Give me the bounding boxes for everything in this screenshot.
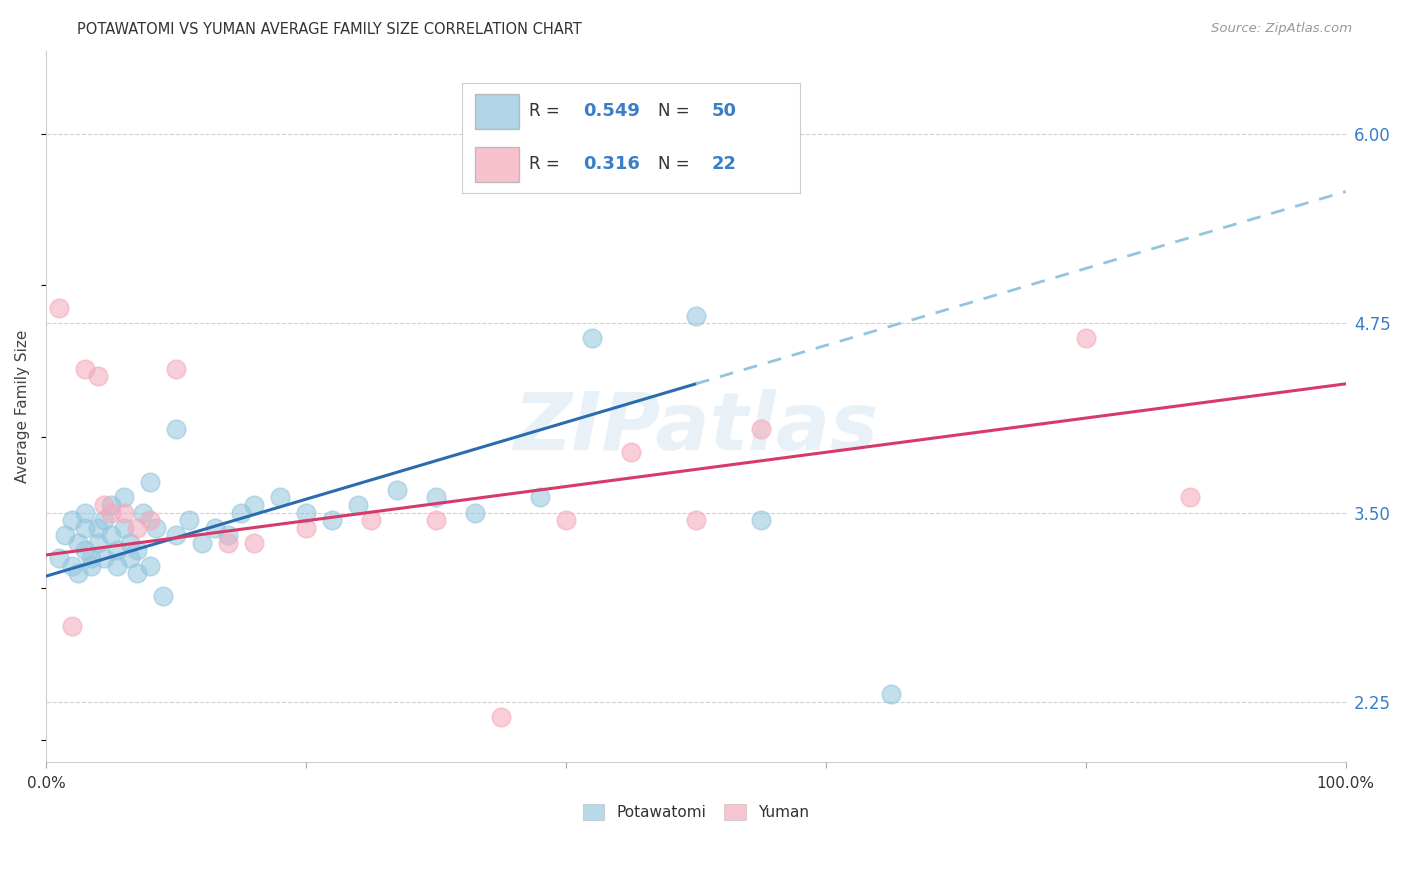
Point <box>100 528 122 542</box>
Point <box>112 506 135 520</box>
Point <box>60 619 83 633</box>
Point <box>125 543 148 558</box>
Point <box>125 566 148 581</box>
Point <box>529 491 551 505</box>
Point <box>425 513 447 527</box>
Point <box>489 710 512 724</box>
Point <box>73 521 96 535</box>
Point <box>1178 491 1201 505</box>
Point <box>73 506 96 520</box>
Point <box>347 498 370 512</box>
Point <box>139 475 162 490</box>
Point <box>87 521 110 535</box>
Point <box>93 513 115 527</box>
Point <box>385 483 408 497</box>
Point <box>67 536 90 550</box>
Point <box>93 551 115 566</box>
Point <box>880 687 903 701</box>
Point <box>620 445 643 459</box>
Point <box>73 361 96 376</box>
Point <box>749 513 772 527</box>
Point <box>217 536 239 550</box>
Point <box>60 513 83 527</box>
Point <box>112 521 135 535</box>
Point <box>464 506 486 520</box>
Point <box>100 506 122 520</box>
Point <box>152 589 174 603</box>
Point <box>107 558 129 573</box>
Point <box>165 361 187 376</box>
Point <box>229 506 252 520</box>
Point <box>87 369 110 384</box>
Point <box>120 536 142 550</box>
Point <box>295 506 318 520</box>
Point <box>243 498 266 512</box>
Point <box>685 309 707 323</box>
Point <box>749 422 772 436</box>
Point <box>165 422 187 436</box>
Point <box>48 551 70 566</box>
Text: ZIPatlas: ZIPatlas <box>513 389 879 467</box>
Point <box>132 506 155 520</box>
Point <box>191 536 214 550</box>
Point <box>243 536 266 550</box>
Point <box>177 513 200 527</box>
Point <box>80 558 103 573</box>
Point <box>73 543 96 558</box>
Point <box>145 521 167 535</box>
Point <box>165 528 187 542</box>
Point <box>139 513 162 527</box>
Point <box>269 491 291 505</box>
Point <box>60 558 83 573</box>
Point <box>217 528 239 542</box>
Point <box>55 528 77 542</box>
Point <box>204 521 226 535</box>
Point <box>360 513 382 527</box>
Point <box>581 331 603 345</box>
Point <box>139 558 162 573</box>
Point <box>685 513 707 527</box>
Point <box>125 521 148 535</box>
Point <box>80 551 103 566</box>
Point <box>93 498 115 512</box>
Point <box>425 491 447 505</box>
Point <box>87 536 110 550</box>
Legend: Potawatomi, Yuman: Potawatomi, Yuman <box>576 797 815 826</box>
Y-axis label: Average Family Size: Average Family Size <box>15 330 30 483</box>
Point <box>100 498 122 512</box>
Text: POTAWATOMI VS YUMAN AVERAGE FAMILY SIZE CORRELATION CHART: POTAWATOMI VS YUMAN AVERAGE FAMILY SIZE … <box>77 22 582 37</box>
Point <box>1074 331 1097 345</box>
Point <box>120 551 142 566</box>
Point <box>48 301 70 315</box>
Point <box>321 513 343 527</box>
Point <box>112 491 135 505</box>
Text: Source: ZipAtlas.com: Source: ZipAtlas.com <box>1212 22 1353 36</box>
Point <box>295 521 318 535</box>
Point <box>67 566 90 581</box>
Point <box>554 513 576 527</box>
Point <box>107 543 129 558</box>
